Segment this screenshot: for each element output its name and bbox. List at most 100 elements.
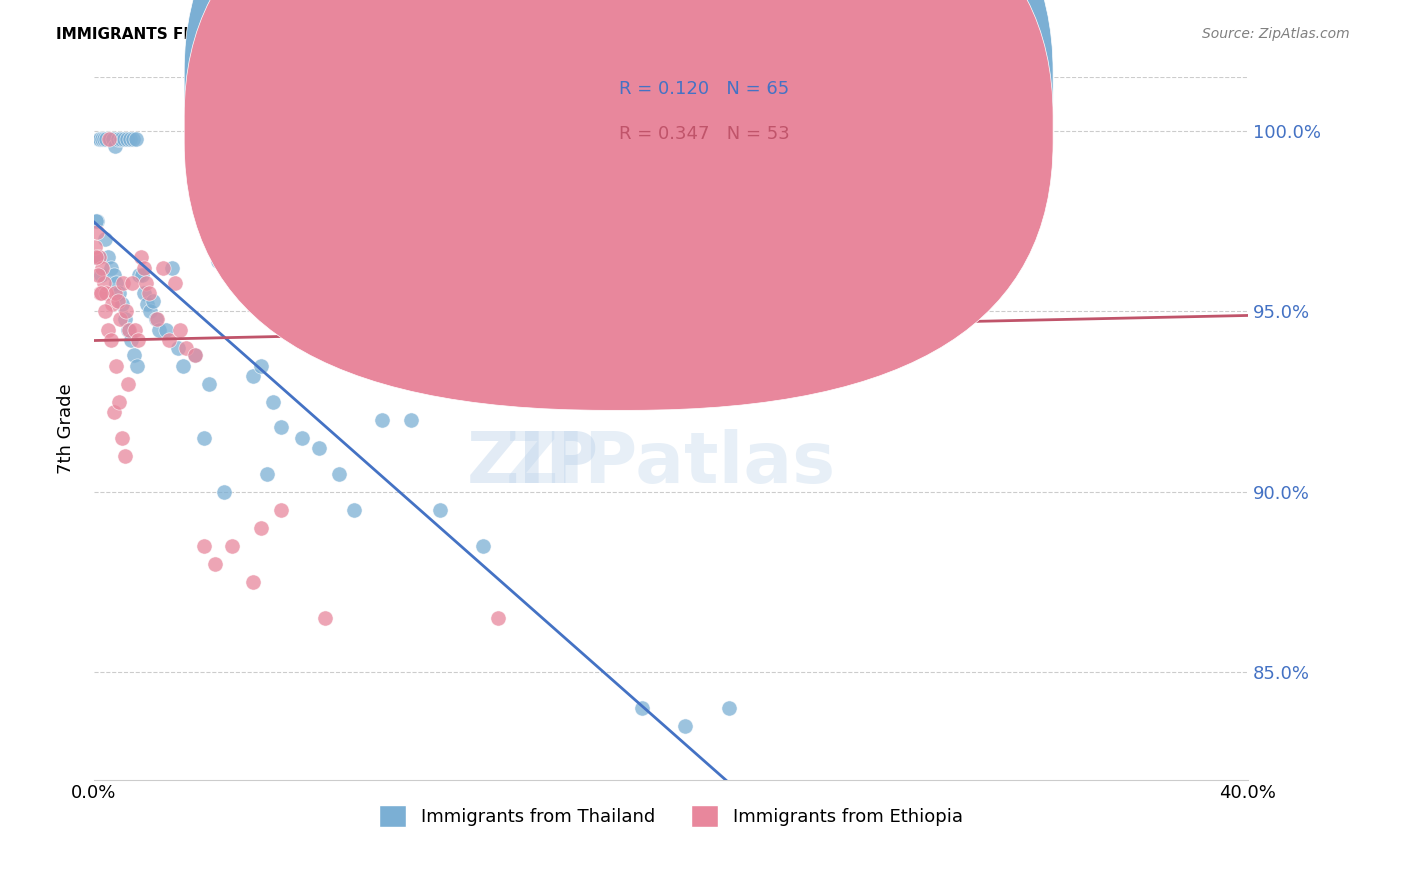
Point (138, 286, 160, 301)
Point (89, 286, 111, 301)
Text: ZIP: ZIP (467, 429, 599, 498)
Point (399, 412, 422, 426)
Point (135, 276, 157, 290)
Point (129, 251, 152, 265)
Point (107, 131, 129, 145)
Point (121, 276, 143, 290)
Point (166, 341, 188, 355)
Point (328, 467, 350, 481)
Point (172, 359, 194, 373)
Point (91, 261, 114, 276)
Point (184, 348, 207, 362)
Point (115, 131, 138, 145)
Point (105, 276, 128, 290)
Point (90, 268, 112, 283)
Point (314, 610, 336, 624)
Point (100, 261, 122, 276)
Point (262, 394, 284, 409)
Point (184, 348, 207, 362)
Point (94, 232, 117, 246)
Point (174, 341, 197, 355)
Point (94, 286, 117, 301)
Point (107, 293, 129, 308)
Point (86, 225, 108, 239)
Point (169, 322, 191, 336)
Point (139, 304, 162, 318)
Point (117, 376, 139, 391)
Point (97, 322, 120, 336)
Point (122, 348, 145, 362)
Point (486, 610, 509, 624)
Point (128, 268, 150, 283)
Point (429, 502, 451, 516)
Point (308, 442, 330, 456)
Point (131, 268, 153, 283)
Point (84, 240, 107, 254)
Point (112, 131, 135, 145)
Point (104, 139, 127, 153)
Point (87, 251, 110, 265)
Point (342, 502, 364, 516)
Point (115, 304, 138, 318)
Point (148, 322, 170, 336)
Point (97, 131, 120, 145)
Text: IMMIGRANTS FROM THAILAND VS IMMIGRANTS FROM ETHIOPIA 7TH GRADE CORRELATION CHART: IMMIGRANTS FROM THAILAND VS IMMIGRANTS F… (56, 27, 894, 42)
Point (86, 214, 108, 228)
Point (125, 131, 148, 145)
Point (103, 405, 125, 419)
Point (250, 359, 273, 373)
Point (97, 251, 120, 265)
Point (84, 214, 107, 228)
Point (371, 412, 394, 426)
Point (157, 334, 180, 348)
Point (198, 376, 221, 391)
Text: Source: ZipAtlas.com: Source: ZipAtlas.com (1202, 27, 1350, 41)
Point (110, 311, 132, 326)
Point (717, 700, 740, 714)
Point (204, 557, 226, 571)
Point (103, 268, 125, 283)
Point (588, 143, 610, 157)
Point (146, 311, 169, 326)
Point (104, 286, 127, 301)
Point (101, 297, 124, 311)
Legend: Immigrants from Thailand, Immigrants from Ethiopia: Immigrants from Thailand, Immigrants fro… (373, 797, 970, 834)
Point (93, 276, 115, 290)
Point (89, 131, 111, 145)
Point (111, 297, 134, 311)
Point (689, 131, 711, 145)
Point (118, 322, 141, 336)
Point (155, 322, 177, 336)
Point (114, 311, 136, 326)
Text: ZIPatlas: ZIPatlas (506, 429, 837, 498)
Point (299, 286, 322, 301)
Point (122, 131, 145, 145)
Point (270, 419, 292, 434)
Point (134, 286, 156, 301)
Point (291, 431, 314, 445)
Point (731, 131, 754, 145)
Point (127, 334, 149, 348)
Point (221, 539, 243, 553)
Point (270, 502, 292, 516)
Point (112, 276, 135, 290)
Point (94, 304, 117, 318)
Point (125, 359, 148, 373)
Point (160, 261, 183, 276)
Point (108, 286, 131, 301)
Point (91, 131, 114, 145)
Point (117, 322, 139, 336)
Point (132, 261, 155, 276)
Point (124, 322, 146, 336)
Point (94, 131, 117, 145)
Point (111, 431, 134, 445)
Point (100, 334, 122, 348)
Point (118, 131, 141, 145)
Text: R = 0.120   N = 65: R = 0.120 N = 65 (619, 80, 789, 98)
Point (87, 131, 110, 145)
Point (90, 286, 112, 301)
Point (193, 431, 215, 445)
Point (256, 467, 278, 481)
Point (142, 293, 165, 308)
Point (242, 369, 264, 384)
